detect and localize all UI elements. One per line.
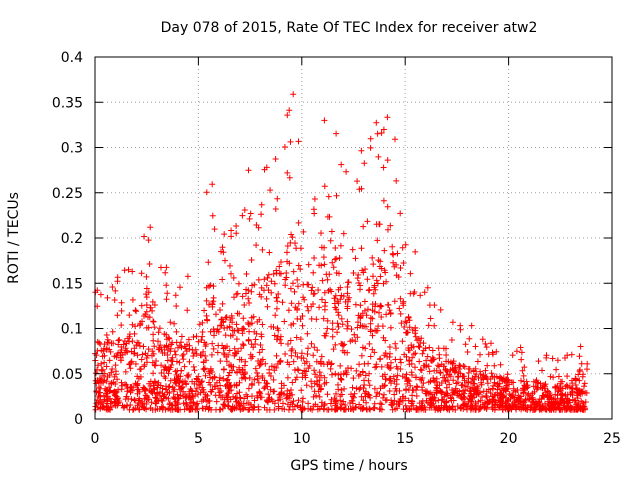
x-tick-label: 20 xyxy=(500,431,518,447)
chart-title: Day 078 of 2015, Rate Of TEC Index for r… xyxy=(161,20,538,36)
grid-lines xyxy=(95,57,612,419)
y-tick-label: 0.1 xyxy=(61,322,83,338)
y-tick-label: 0.05 xyxy=(52,367,83,383)
y-tick-label: 0.4 xyxy=(61,50,83,66)
x-tick-label: 5 xyxy=(194,431,203,447)
y-tick-label: 0 xyxy=(74,412,83,428)
y-tick-label: 0.2 xyxy=(61,231,83,247)
y-tick-label: 0.3 xyxy=(61,141,83,157)
y-tick-label: 0.25 xyxy=(52,186,83,202)
x-tick-label: 15 xyxy=(396,431,414,447)
x-tick-label: 25 xyxy=(603,431,621,447)
y-tick-label: 0.15 xyxy=(52,276,83,292)
x-tick-label: 10 xyxy=(293,431,311,447)
x-tick-label: 0 xyxy=(91,431,100,447)
data-points xyxy=(92,91,591,413)
axis-ticks: 0 5 10 15 20 25 0 0.05 0.1 0.15 0.2 0.25 0.3 0.35 0.4 xyxy=(52,50,621,447)
x-axis-label: GPS time / hours xyxy=(290,458,407,474)
plus-markers xyxy=(92,91,591,413)
y-axis-label: ROTI / TECUs xyxy=(6,192,22,284)
y-tick-label: 0.35 xyxy=(52,95,83,111)
